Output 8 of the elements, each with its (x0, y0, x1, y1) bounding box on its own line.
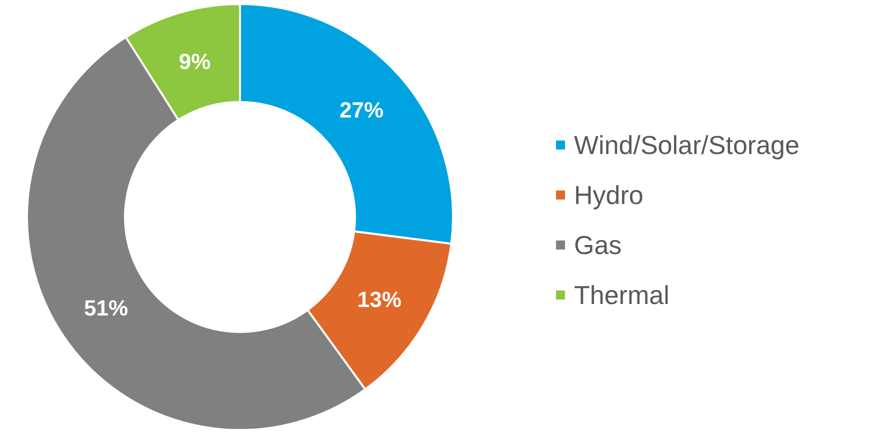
legend-label: Wind/Solar/Storage (574, 130, 800, 160)
legend-label: Gas (574, 230, 622, 260)
data-label: 9% (178, 48, 211, 74)
legend-label: Hydro (574, 180, 644, 210)
data-label: 51% (84, 296, 128, 321)
legend-label: Thermal (574, 280, 670, 310)
data-label: 27% (339, 97, 384, 122)
data-label: 13% (357, 286, 402, 312)
